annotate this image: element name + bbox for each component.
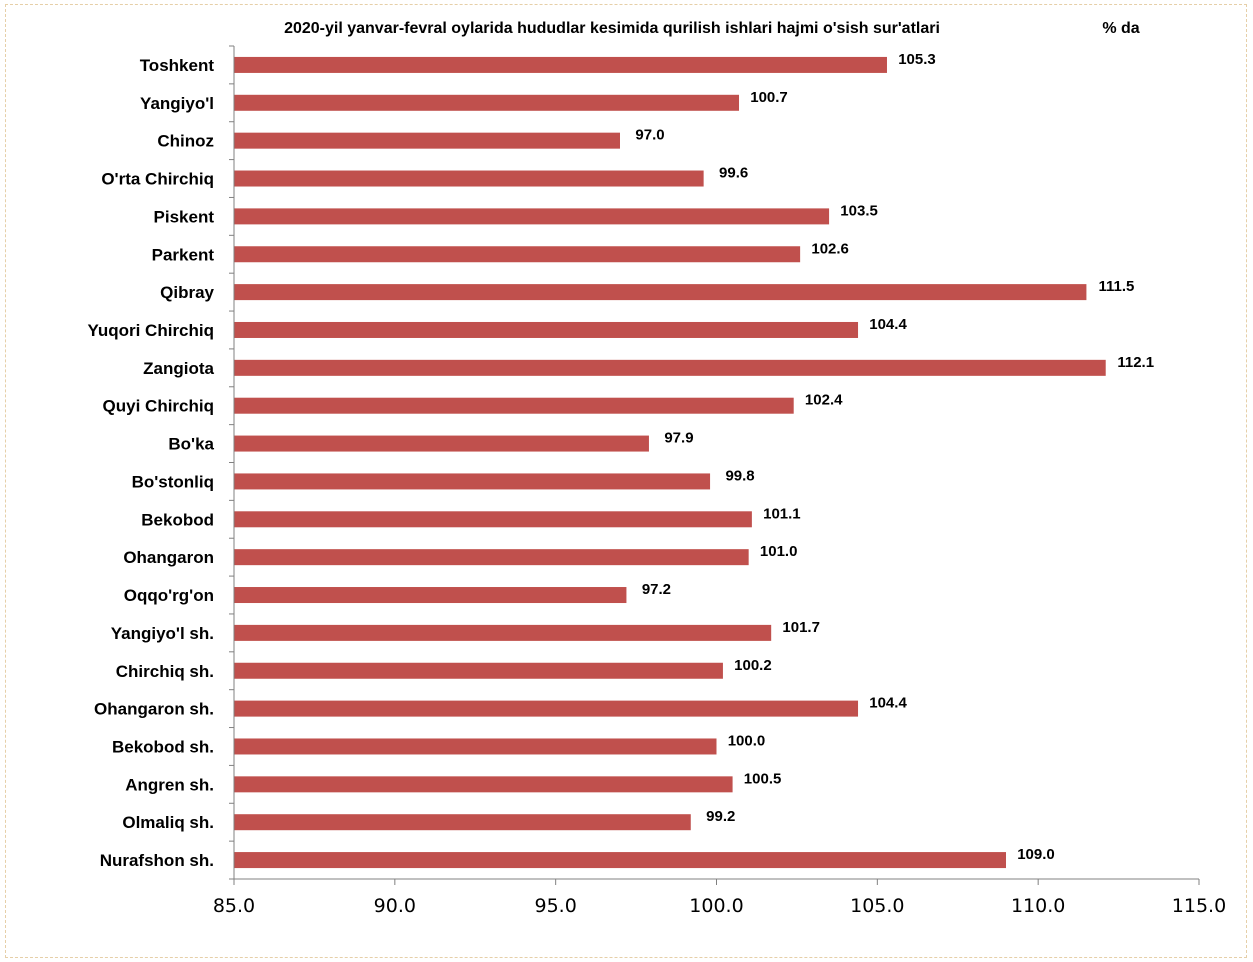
bar [234,662,723,679]
category-label: Quyi Chirchiq [103,397,214,416]
category-label: Olmaliq sh. [122,813,214,832]
category-label: Nurafshon sh. [100,851,214,870]
data-label: 101.1 [763,505,801,522]
bar [234,208,830,225]
data-label: 102.4 [805,392,843,409]
data-label: 97.0 [635,127,664,144]
data-label: 105.3 [898,51,936,68]
x-tick-label: 105.0 [850,895,904,917]
category-label: Ohangaron [123,548,214,567]
bar [234,473,711,490]
category-label: Bekobod [141,510,214,529]
data-label: 100.7 [750,89,788,106]
unit-label: % da [1102,20,1139,37]
bar [234,435,649,452]
bar [234,397,794,414]
data-label: 100.0 [728,732,766,749]
x-tick-label: 85.0 [213,895,255,917]
bar [234,170,704,187]
bar [234,132,620,149]
category-label: Yangiyo'l sh. [111,624,214,643]
category-label: Bo'stonliq [132,472,214,491]
bar [234,624,772,641]
bar [234,56,887,73]
data-label: 100.5 [744,770,782,787]
category-label: O'rta Chirchiq [101,170,214,189]
data-label: 111.5 [1098,278,1134,295]
x-tick-label: 95.0 [535,895,577,917]
data-label: 102.6 [811,240,849,257]
x-tick-label: 115.0 [1172,895,1226,917]
category-label: Ohangaron sh. [94,700,214,719]
category-label: Toshkent [140,56,215,75]
bar [234,738,717,755]
data-label: 100.2 [734,657,772,674]
bar [234,359,1106,376]
category-label: Oqqo'rg'on [124,586,214,605]
chart-title: 2020-yil yanvar-fevral oylarida hududlar… [284,20,940,37]
category-label: Parkent [152,245,215,264]
data-label: 99.6 [719,165,748,182]
category-label: Qibray [160,283,214,302]
category-label: Bo'ka [168,435,214,454]
category-label: Chinoz [157,132,214,151]
x-tick-label: 90.0 [374,895,416,917]
category-label: Piskent [154,207,215,226]
x-tick-label: 110.0 [1011,895,1065,917]
bar [234,852,1006,869]
bars-group: 105.3 Toshkent 100.7 Yangiyo'l 97.0 Chinoz 99.… [87,51,1154,870]
chart-frame [5,4,1247,958]
category-label: Chirchiq sh. [116,662,214,681]
bar [234,587,627,604]
bar [234,776,733,793]
bar [234,549,749,566]
bar [234,246,801,263]
bar [234,321,859,338]
category-label: Yangiyo'l [140,94,214,113]
category-label: Bekobod sh. [112,737,214,756]
category-label: Yuqori Chirchiq [87,321,214,340]
bar [234,700,859,717]
category-label: Angren sh. [125,775,214,794]
data-label: 99.8 [725,467,754,484]
category-label: Zangiota [143,359,214,378]
data-label: 109.0 [1017,846,1055,863]
data-label: 97.2 [642,581,671,598]
bar [234,284,1087,301]
data-label: 101.0 [760,543,798,560]
bar [234,814,691,831]
data-label: 99.2 [706,808,735,825]
data-label: 103.5 [840,202,878,219]
data-label: 97.9 [664,430,693,447]
x-tick-label: 100.0 [689,895,743,917]
data-label: 104.4 [869,316,907,333]
data-label: 112.1 [1117,354,1154,371]
axes-group: 85.0 90.0 95.0 100.0 105.0 110.0 115.0 [213,45,1226,917]
data-label: 101.7 [782,619,820,636]
data-label: 104.4 [869,695,907,712]
bar [234,511,752,528]
bar [234,94,740,111]
